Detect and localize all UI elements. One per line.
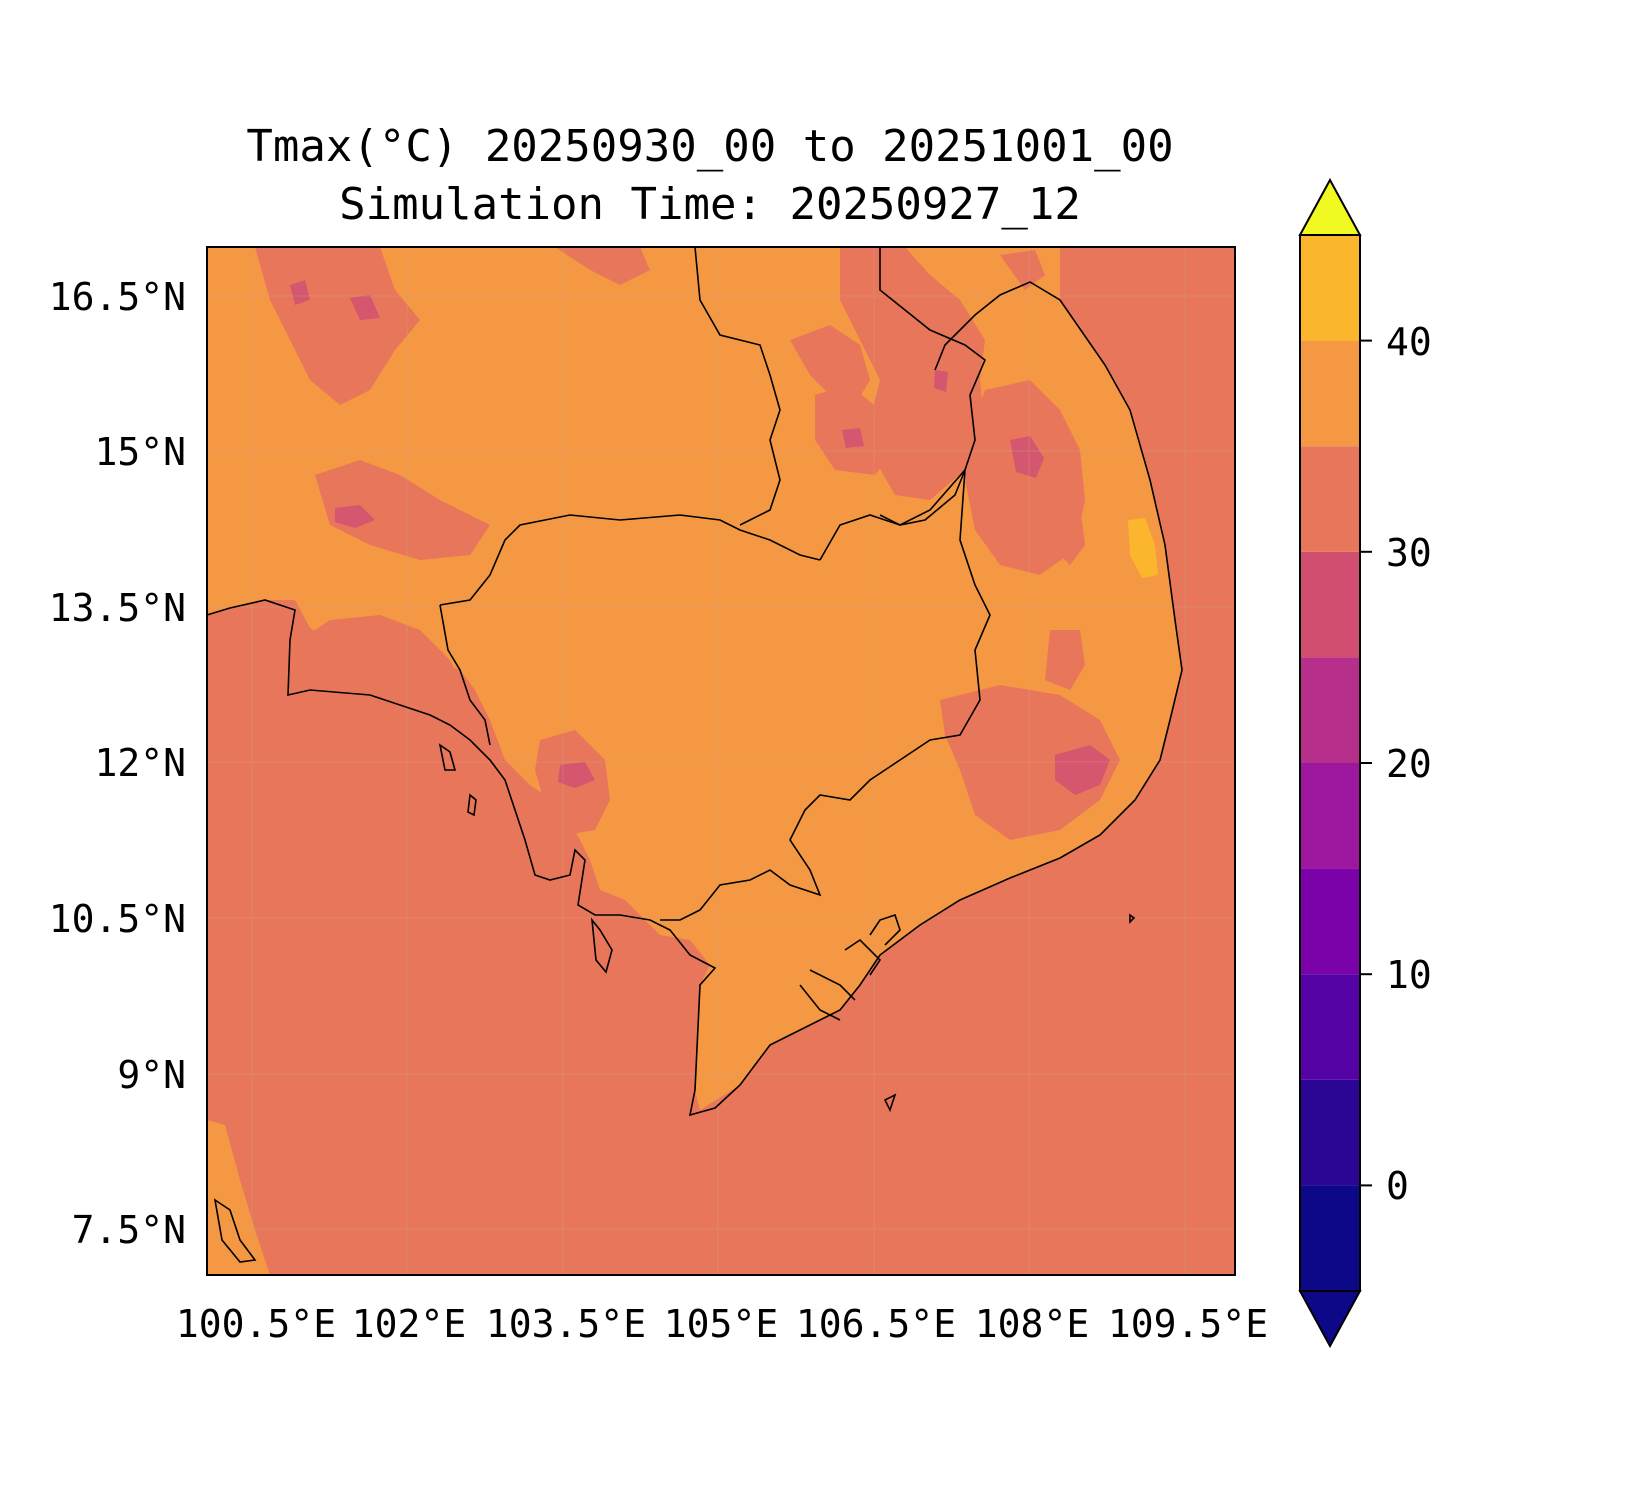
border-cambodia-vietnam — [660, 467, 991, 921]
lat-label-9: 9°N — [117, 1053, 186, 1097]
colorbar-segment — [1300, 1185, 1360, 1291]
colorbar-segment — [1300, 551, 1360, 658]
lon-label-105: 105°E — [663, 1302, 779, 1346]
colorbar-segment — [1300, 446, 1360, 552]
islands — [213, 743, 1136, 1263]
lon-label-108: 108°E — [974, 1302, 1090, 1346]
map-title: Tmax(°C) 20250930_00 to 20251001_00 — [246, 121, 1174, 172]
border-laos-vietnam — [879, 247, 986, 526]
colorbar-segment — [1300, 974, 1360, 1080]
colorbar-tick-label: 30 — [1386, 531, 1432, 575]
map-frame — [206, 246, 1236, 1276]
colorbar — [1298, 177, 1372, 1349]
mekong-delta-coast — [799, 913, 901, 1021]
lon-label-100-5: 100.5°E — [175, 1302, 337, 1346]
map-panel — [206, 246, 1236, 1276]
colorbar-segment — [1300, 235, 1360, 341]
colorbar-extend-low — [1298, 1290, 1362, 1349]
colorbar-tick-label: 40 — [1386, 320, 1432, 364]
colorbar-extend-high — [1298, 177, 1362, 236]
border-thai-cambodia-south — [439, 604, 491, 746]
border-thai-cambodia — [439, 514, 821, 606]
lat-label-12: 12°N — [94, 741, 186, 785]
lat-label-13-5: 13.5°N — [48, 586, 186, 630]
border-thai-laos — [694, 247, 781, 526]
borders — [207, 247, 1183, 1263]
cool-highlands — [255, 247, 1120, 840]
hot-spot — [1128, 518, 1158, 578]
graticule — [207, 247, 1235, 1275]
land-west-strip — [207, 1120, 270, 1275]
lat-label-10-5: 10.5°N — [48, 897, 186, 941]
lat-label-16-5: 16.5°N — [48, 275, 186, 319]
map-subtitle: Simulation Time: 20250927_12 — [339, 179, 1081, 230]
lat-label-15: 15°N — [94, 430, 186, 474]
lon-label-102: 102°E — [351, 1302, 467, 1346]
lat-label-7-5: 7.5°N — [71, 1208, 186, 1252]
colorbar-tick-label: 0 — [1386, 1164, 1409, 1208]
colorbar-segment — [1300, 1079, 1360, 1186]
colorbar-tick-label: 20 — [1386, 742, 1432, 786]
colorbar-tick-label: 10 — [1386, 953, 1432, 997]
lon-label-106-5: 106.5°E — [795, 1302, 957, 1346]
lon-label-103-5: 103.5°E — [485, 1302, 647, 1346]
colorbar-segment — [1300, 657, 1360, 763]
colorbar-segment — [1300, 763, 1360, 869]
cooler-patches — [290, 280, 1110, 795]
colorbar-segment — [1300, 868, 1360, 975]
colorbar-segment — [1300, 340, 1360, 447]
lon-label-109-5: 109.5°E — [1107, 1302, 1269, 1346]
coastline — [207, 281, 1183, 1117]
